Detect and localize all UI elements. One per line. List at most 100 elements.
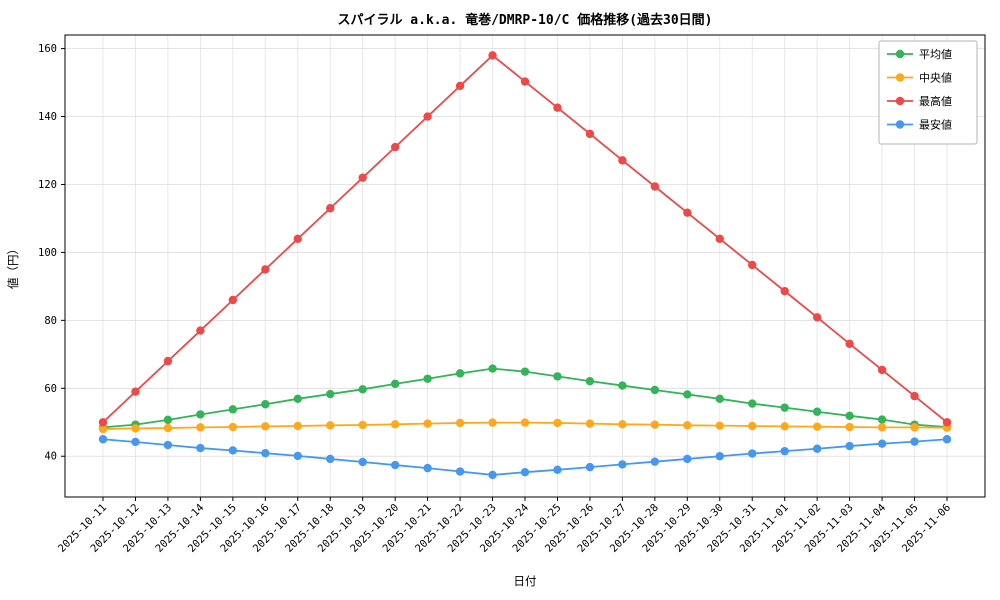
legend-box bbox=[878, 40, 978, 145]
series-marker bbox=[715, 421, 724, 430]
series-marker bbox=[748, 399, 757, 408]
series-marker bbox=[748, 260, 757, 270]
series-marker bbox=[585, 462, 595, 472]
series-marker bbox=[261, 400, 270, 409]
series-marker bbox=[261, 422, 270, 431]
series-marker bbox=[326, 204, 335, 213]
series-marker bbox=[358, 457, 367, 467]
y-tick-label: 80 bbox=[44, 315, 57, 327]
series-marker bbox=[163, 423, 173, 433]
series-marker bbox=[423, 112, 432, 121]
series-marker bbox=[683, 390, 692, 399]
series-marker bbox=[423, 374, 432, 383]
series-marker bbox=[942, 435, 952, 444]
series-marker bbox=[520, 367, 530, 376]
series-marker bbox=[455, 418, 465, 428]
series-marker bbox=[553, 372, 562, 381]
series-marker bbox=[163, 356, 173, 366]
series-marker bbox=[293, 394, 302, 404]
series-marker bbox=[358, 173, 367, 182]
series-marker bbox=[196, 326, 205, 335]
series-marker bbox=[715, 452, 724, 461]
series-marker bbox=[228, 405, 238, 414]
x-axis-label: 日付 bbox=[514, 574, 537, 588]
series-marker bbox=[748, 449, 757, 458]
series-marker bbox=[877, 423, 887, 432]
series-marker bbox=[618, 156, 627, 165]
legend-marker bbox=[895, 73, 905, 82]
legend-label: 中央値 bbox=[919, 72, 952, 85]
series-marker bbox=[585, 129, 595, 139]
series-marker bbox=[910, 437, 919, 446]
series-marker bbox=[455, 369, 465, 378]
series-marker bbox=[553, 418, 562, 428]
series-marker bbox=[326, 421, 335, 430]
y-tick-label: 120 bbox=[38, 179, 57, 191]
series-marker bbox=[261, 265, 270, 274]
series-marker bbox=[780, 403, 789, 412]
series-marker bbox=[488, 364, 497, 373]
series-marker bbox=[131, 387, 140, 396]
series-marker bbox=[196, 410, 205, 419]
series-marker bbox=[845, 441, 854, 451]
series-marker bbox=[877, 365, 887, 375]
series-marker bbox=[98, 435, 108, 444]
series-marker bbox=[488, 51, 497, 60]
legend-label: 最安値 bbox=[919, 118, 952, 132]
series-marker bbox=[488, 418, 497, 427]
series-marker bbox=[715, 234, 724, 244]
chart-title: スパイラル a.k.a. 竜巻/DMRP-10/C 価格推移(過去30日間) bbox=[337, 12, 712, 28]
legend-label: 平均値 bbox=[919, 48, 952, 61]
y-tick-label: 140 bbox=[38, 111, 57, 123]
series-marker bbox=[683, 208, 692, 217]
series-marker bbox=[293, 451, 302, 461]
series-marker bbox=[780, 286, 789, 296]
series-marker bbox=[553, 465, 562, 475]
series-marker bbox=[650, 182, 660, 191]
legend-marker bbox=[895, 49, 905, 59]
series-marker bbox=[228, 422, 238, 432]
series-marker bbox=[520, 77, 530, 86]
series-marker bbox=[98, 424, 108, 434]
series-marker bbox=[910, 391, 919, 401]
series-marker bbox=[618, 460, 627, 469]
series-marker bbox=[683, 454, 692, 464]
series-marker bbox=[423, 419, 432, 428]
series-marker bbox=[326, 389, 335, 399]
series-marker bbox=[618, 420, 627, 429]
series-marker bbox=[650, 457, 660, 466]
series-marker bbox=[455, 81, 465, 91]
series-marker bbox=[812, 407, 822, 416]
series-marker bbox=[293, 421, 302, 431]
series-marker bbox=[650, 420, 660, 429]
series-marker bbox=[455, 467, 465, 476]
series-marker bbox=[845, 339, 854, 348]
series-marker bbox=[131, 437, 140, 447]
series-marker bbox=[390, 142, 400, 152]
y-tick-label: 160 bbox=[38, 43, 57, 55]
series-marker bbox=[390, 420, 400, 429]
series-marker bbox=[488, 470, 497, 480]
series-marker bbox=[812, 313, 822, 322]
series-marker bbox=[553, 103, 562, 112]
series-marker bbox=[163, 415, 173, 425]
series-marker bbox=[748, 421, 757, 431]
series-marker bbox=[98, 418, 108, 427]
series-marker bbox=[228, 446, 238, 455]
series-marker bbox=[423, 463, 432, 473]
series-marker bbox=[585, 419, 595, 428]
series-marker bbox=[715, 394, 724, 404]
series-marker bbox=[358, 385, 367, 394]
series-marker bbox=[812, 422, 822, 431]
series-marker bbox=[877, 415, 887, 424]
y-axis-label: 値（円） bbox=[6, 243, 20, 289]
series-marker bbox=[390, 460, 400, 470]
y-tick-label: 40 bbox=[44, 451, 57, 463]
series-marker bbox=[228, 295, 238, 305]
series-marker bbox=[358, 420, 367, 430]
series-marker bbox=[618, 381, 627, 390]
y-tick-label: 100 bbox=[38, 247, 57, 259]
legend-marker bbox=[895, 120, 905, 129]
